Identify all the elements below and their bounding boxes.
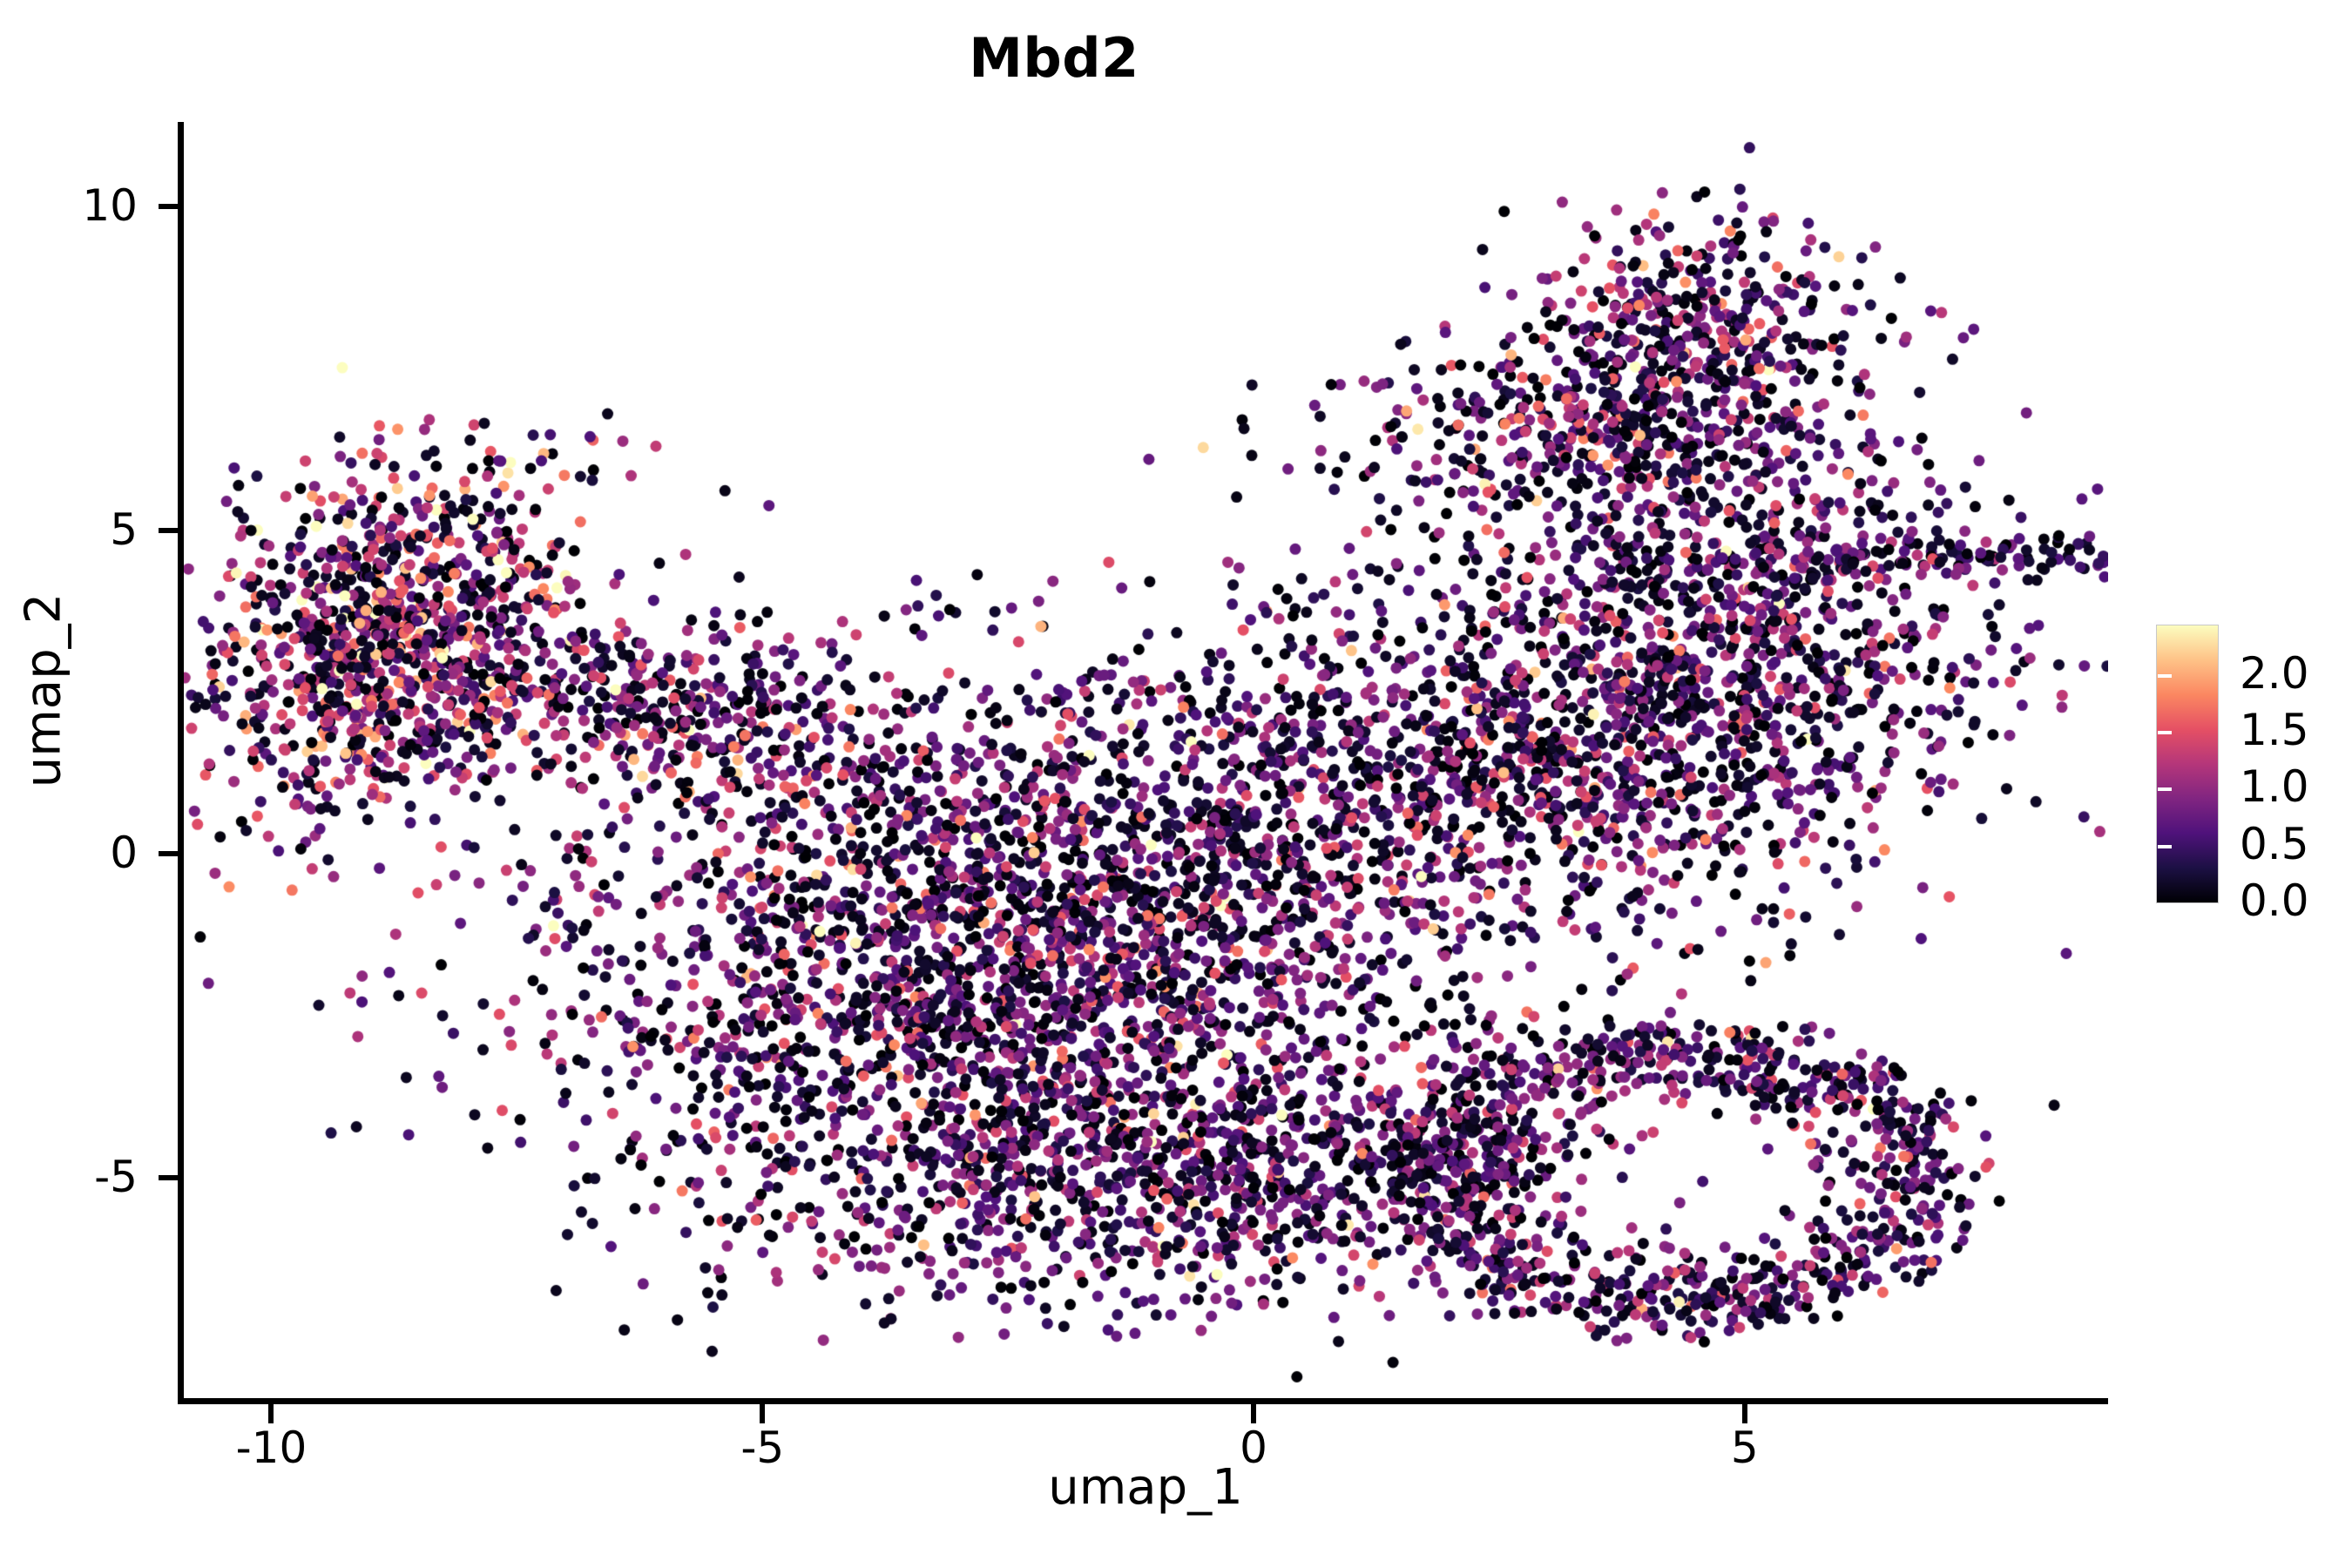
colorbar-tick-mark (2140, 673, 2154, 678)
y-tick-mark (159, 527, 178, 533)
x-tick-mark (1741, 1404, 1747, 1423)
plot-axes (159, 122, 2108, 1423)
x-axis-spine (178, 1398, 2108, 1404)
y-tick-label: 5 (110, 504, 138, 555)
colorbar-tick-label: 1.5 (2240, 705, 2309, 756)
page-title: Mbd2 (969, 26, 1139, 90)
colorbar-tick-mark (2140, 731, 2154, 735)
colorbar-tick-mark (2140, 787, 2154, 792)
y-axis-label: umap_2 (15, 592, 72, 788)
x-tick-label: 5 (1730, 1423, 1759, 1473)
y-axis-spine (178, 122, 184, 1398)
x-tick-mark (760, 1404, 766, 1423)
x-tick-mark (268, 1404, 274, 1423)
colorbar-gradient (2156, 625, 2219, 903)
y-tick-label: -5 (94, 1152, 138, 1203)
y-tick-label: 0 (110, 828, 138, 879)
colorbar-tick-label: 0.0 (2240, 875, 2309, 926)
y-tick-mark (159, 203, 178, 209)
y-tick-label: 10 (82, 179, 138, 231)
colorbar-tick-mark (2158, 844, 2172, 848)
colorbar-tick-mark (2140, 844, 2154, 848)
colorbar-tick-mark (2158, 731, 2172, 735)
x-tick-label: -5 (740, 1423, 785, 1473)
x-tick-label: -10 (235, 1423, 308, 1473)
colorbar-tick-label: 0.5 (2240, 818, 2309, 869)
x-tick-label: 0 (1240, 1423, 1267, 1473)
colorbar-tick-mark (2158, 673, 2172, 678)
y-tick-mark (159, 1175, 178, 1181)
colorbar-tick-label: 2.0 (2240, 647, 2309, 699)
y-tick-mark (159, 851, 178, 857)
x-axis-label: umap_1 (1048, 1459, 1243, 1516)
scatter-plot-canvas (183, 122, 2108, 1398)
x-tick-mark (1251, 1404, 1257, 1423)
colorbar-tick-mark (2158, 787, 2172, 792)
colorbar-tick-label: 1.0 (2240, 761, 2309, 813)
